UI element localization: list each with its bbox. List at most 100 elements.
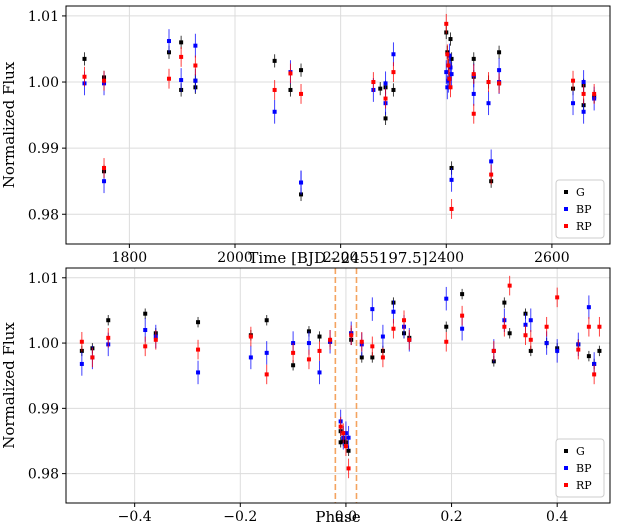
data-point [447, 53, 452, 58]
legend-marker-g [564, 449, 568, 453]
data-point [571, 101, 576, 106]
data-point [272, 87, 277, 92]
plot-frame [65, 5, 611, 245]
data-point [383, 96, 388, 101]
data-point [82, 56, 87, 61]
data-point [444, 70, 449, 75]
data-point [370, 307, 375, 312]
data-point [471, 56, 476, 61]
data-point [370, 355, 375, 360]
data-point [380, 334, 385, 339]
data-point [264, 372, 269, 377]
legend-box [555, 438, 605, 498]
data-point [391, 309, 396, 314]
y-tick-label: 0.99 [28, 401, 59, 417]
data-point [166, 76, 171, 81]
legend-box [555, 179, 605, 239]
data-point [359, 339, 364, 344]
data-point [299, 91, 304, 96]
data-point [264, 350, 269, 355]
data-point [346, 435, 351, 440]
x-tick-label: 2000 [217, 250, 253, 266]
data-point [489, 159, 494, 164]
data-point [143, 311, 148, 316]
y-axis-label: Normalized Flux [0, 61, 18, 188]
data-point [272, 58, 277, 63]
data-point [179, 54, 184, 59]
data-point [581, 91, 586, 96]
legend-label-g: G [576, 186, 585, 199]
data-point [581, 80, 586, 85]
y-tick-label: 1.00 [28, 75, 59, 91]
time-panel: 1800 2000 2200 2400 2600 0.98 0.99 1.00 1.01 Time… [0, 5, 611, 267]
x-tick-label: 2600 [534, 250, 570, 266]
data-point [586, 324, 591, 329]
data-point [544, 324, 549, 329]
data-point [523, 322, 528, 327]
data-point [460, 313, 465, 318]
data-point [288, 87, 293, 92]
y-tick-label: 0.98 [28, 467, 59, 483]
data-point [306, 341, 311, 346]
data-point [523, 333, 528, 338]
x-axis-label: Time [BJD - 2455197.5] [248, 249, 427, 267]
data-point [291, 363, 296, 368]
data-point [196, 370, 201, 375]
y-tick-label: 1.01 [28, 271, 59, 287]
phase-panel: −0.4 −0.2 0.0 0.2 0.4 0.98 0.99 1.00 1.01 Phase No… [0, 267, 611, 526]
data-point [106, 335, 111, 340]
data-point [90, 355, 95, 360]
data-point [507, 283, 512, 288]
data-point [391, 326, 396, 331]
data-point [299, 180, 304, 185]
data-point [544, 341, 549, 346]
y-tick-label: 1.00 [28, 336, 59, 352]
data-point [317, 348, 322, 353]
x-tick-label: 0.0 [335, 509, 357, 525]
data-point [102, 165, 107, 170]
data-point [264, 318, 269, 323]
data-point [291, 350, 296, 355]
plot-frame [65, 267, 611, 504]
data-point [343, 444, 348, 449]
legend-marker-bp [564, 207, 568, 211]
data-point [196, 347, 201, 352]
data-point [179, 78, 184, 83]
data-point [383, 116, 388, 121]
data-point [391, 52, 396, 57]
data-point [179, 40, 184, 45]
series-bp [82, 29, 597, 195]
data-point [338, 424, 343, 429]
data-point [597, 324, 602, 329]
x-tick-label: 0.2 [440, 509, 462, 525]
data-point [448, 65, 453, 70]
series-bp [79, 286, 597, 450]
data-point [341, 431, 346, 436]
x-tick-label: 0.4 [546, 509, 568, 525]
data-point [460, 326, 465, 331]
data-point [402, 318, 407, 323]
series-rp [82, 13, 597, 219]
legend-label-g: G [576, 445, 585, 458]
data-point [378, 86, 383, 91]
legend-marker-bp [564, 466, 568, 470]
data-point [444, 296, 449, 301]
legend: G BP RP [555, 179, 605, 239]
data-point [248, 334, 253, 339]
data-point [79, 339, 84, 344]
data-point [489, 172, 494, 177]
legend-marker-g [564, 190, 568, 194]
y-tick-label: 1.01 [28, 9, 59, 25]
data-point [299, 68, 304, 73]
data-point [592, 91, 597, 96]
data-point [343, 431, 348, 436]
data-point [371, 80, 376, 85]
data-point [471, 111, 476, 116]
legend-marker-rp [564, 224, 568, 228]
y-tick-label: 0.98 [28, 207, 59, 223]
data-point [143, 344, 148, 349]
data-point [497, 50, 502, 55]
data-point [102, 78, 107, 83]
data-point [391, 87, 396, 92]
data-point [317, 334, 322, 339]
